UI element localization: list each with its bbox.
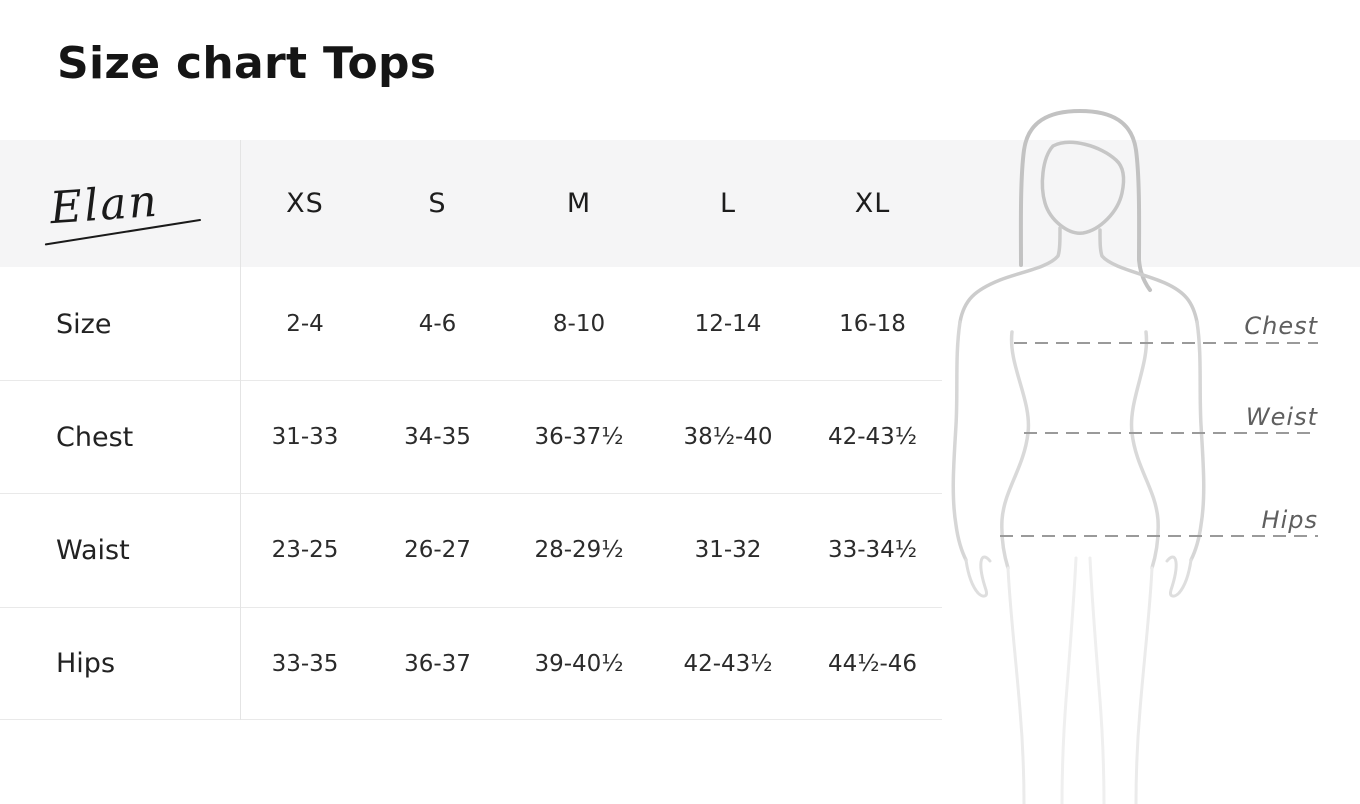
row-divider	[0, 380, 942, 381]
size-col-header-xs: XS	[286, 188, 324, 219]
inner-left-leg-outline	[1060, 556, 1078, 804]
measurement-cell: 36-37	[404, 650, 471, 677]
measurement-cell: 36-37½	[534, 424, 624, 450]
measurement-cell: 2-4	[286, 311, 324, 337]
left-leg-outline	[1006, 566, 1026, 804]
measurement-cell: 39-40½	[534, 650, 624, 677]
brand-logo: Elan	[44, 175, 202, 246]
measurement-cell: 16-18	[839, 311, 906, 337]
brand-name: Elan	[48, 175, 161, 234]
torso-right-outline	[1129, 330, 1160, 570]
size-col-header-s: S	[428, 188, 447, 219]
row-divider	[0, 493, 942, 494]
body-figure-illustration	[951, 109, 1206, 804]
hips-measure-label: Hips	[1261, 506, 1318, 534]
measurement-cell: 44½-46	[827, 650, 918, 677]
table-header-band	[0, 140, 1360, 267]
waist-measure-label: Weist	[1245, 403, 1318, 431]
size-col-header-m: M	[566, 188, 592, 219]
size-col-header-xl: XL	[854, 188, 891, 219]
hips-measure-line	[1000, 535, 1318, 537]
neck-right-outline	[1098, 228, 1199, 324]
right-leg-outline	[1134, 566, 1154, 804]
waist-measure-line	[1024, 432, 1318, 434]
right-arm-outline	[1189, 320, 1206, 562]
measurement-cell: 31-33	[271, 424, 339, 450]
row-divider	[0, 607, 942, 608]
left-arm-outline	[951, 320, 968, 562]
hair-outline	[1018, 109, 1152, 292]
row-label-waist: Waist	[56, 534, 130, 566]
measurement-cell: 33-35	[271, 650, 339, 677]
size-table: Elan XS S M L XL Size 2-4 4-6 8-10 12-14…	[0, 140, 942, 720]
table-bottom-border	[0, 719, 942, 720]
page-title: Size chart Tops	[57, 38, 437, 89]
measurement-cell: 8-10	[552, 311, 606, 337]
measurement-cell: 23-25	[271, 537, 339, 563]
measurement-cell: 4-6	[418, 311, 457, 337]
row-label-size: Size	[56, 308, 112, 340]
left-hand-outline	[964, 555, 992, 598]
measurement-cell: 33-34½	[827, 537, 918, 563]
measurement-cell: 28-29½	[534, 537, 624, 563]
measurement-cell: 34-35	[404, 424, 471, 450]
neck-left-outline	[958, 226, 1062, 324]
size-col-header-l: L	[719, 188, 737, 219]
measurement-cell: 42-43½	[683, 650, 773, 677]
chest-measure-line	[1014, 342, 1318, 344]
measurement-cell: 38½-40	[683, 424, 773, 450]
measurement-cell: 31-32	[694, 537, 762, 563]
torso-left-outline	[1000, 330, 1031, 570]
chest-measure-label: Chest	[1244, 312, 1318, 340]
label-column-divider	[240, 140, 241, 720]
face-outline	[1040, 140, 1126, 235]
measurement-cell: 12-14	[694, 311, 762, 337]
measurement-cell: 26-27	[404, 537, 471, 563]
row-label-hips: Hips	[56, 648, 116, 679]
inner-right-leg-outline	[1088, 556, 1106, 804]
brand-logo-cell: Elan	[0, 140, 240, 267]
row-label-chest: Chest	[56, 421, 134, 453]
measurement-cell: 42-43½	[827, 424, 918, 450]
right-hand-outline	[1165, 555, 1193, 598]
